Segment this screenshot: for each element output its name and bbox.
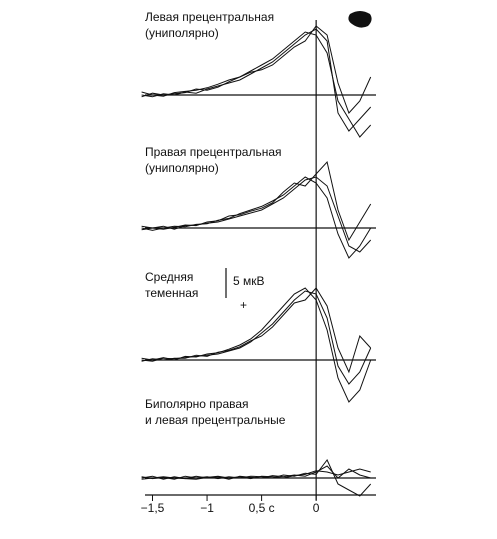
scale-label: 5 мкВ	[233, 274, 265, 288]
trace	[141, 459, 372, 497]
panel-title: Средняя	[145, 270, 193, 284]
trace	[141, 176, 372, 253]
trace	[141, 31, 372, 138]
trace	[141, 468, 371, 480]
panel-title: (униполярно)	[145, 26, 219, 40]
panel-title: и левая прецентральные	[145, 413, 286, 427]
trace	[141, 160, 372, 242]
panel-title: Биполярно правая	[145, 397, 249, 411]
panel-title: (униполярно)	[145, 161, 219, 175]
polarity-label: +	[240, 298, 247, 312]
x-tick-label: −1	[200, 501, 214, 515]
trace	[141, 176, 372, 259]
trace	[141, 287, 372, 374]
x-tick-label: 0	[313, 501, 320, 515]
icon	[348, 11, 372, 28]
panel-title: Правая прецентральная	[145, 145, 282, 159]
trace	[141, 28, 372, 132]
trace	[141, 25, 372, 114]
x-tick-label: −1,5	[141, 501, 165, 515]
panel-title: теменная	[145, 286, 198, 300]
x-tick-label: 0,5 с	[249, 501, 275, 515]
panel-title: Левая прецентральная	[145, 10, 274, 24]
trace	[141, 287, 372, 403]
